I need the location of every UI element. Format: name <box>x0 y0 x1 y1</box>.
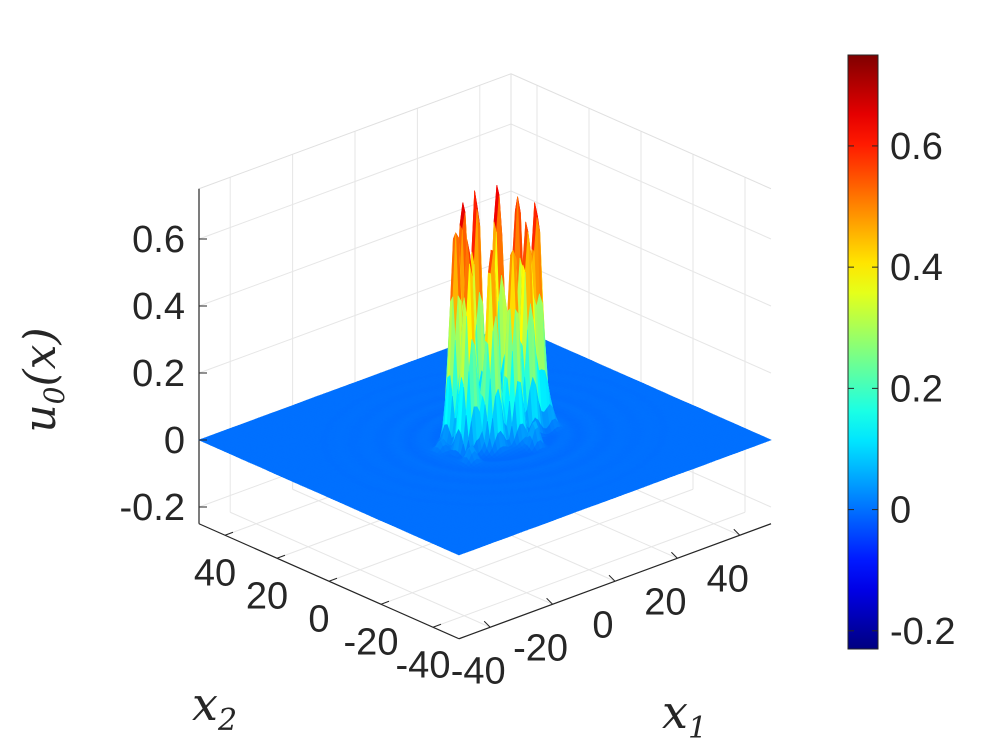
surface-mesh <box>198 185 772 556</box>
